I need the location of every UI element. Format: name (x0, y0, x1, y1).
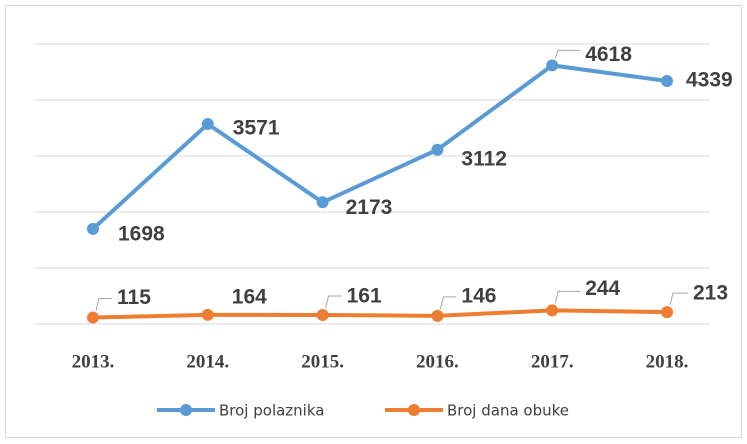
data-label: 1698 (118, 222, 165, 245)
data-label: 3571 (233, 117, 280, 140)
point (546, 59, 559, 72)
legend-label: Broj dana obuke (447, 402, 569, 420)
leader-line (554, 290, 581, 304)
data-label: 115 (117, 286, 151, 309)
point (546, 304, 559, 317)
series-line (91, 308, 669, 320)
point (431, 143, 444, 156)
x-tick-label: 2014. (186, 351, 229, 372)
point (316, 196, 329, 209)
x-tick-label: 2017. (531, 351, 574, 372)
data-label: 4618 (585, 43, 632, 66)
x-tick-label: 2013. (72, 351, 115, 372)
data-label: 4339 (686, 69, 733, 92)
data-label: 213 (693, 282, 728, 305)
point (201, 308, 214, 321)
x-tick-label: 2016. (416, 351, 459, 372)
data-label: 244 (585, 277, 620, 300)
leader-line (669, 292, 688, 306)
data-label: 146 (461, 284, 496, 307)
leader-line (95, 298, 112, 311)
x-tick-label: 2018. (646, 351, 689, 372)
data-label: 2173 (346, 196, 393, 219)
x-tick-label: 2015. (301, 351, 344, 372)
leader-line (554, 49, 581, 59)
point (431, 309, 444, 322)
leader-line (439, 296, 457, 309)
leader-line (325, 295, 342, 309)
series-line (91, 63, 669, 231)
legend-label: Broj polaznika (219, 402, 324, 420)
point (661, 75, 673, 88)
data-label: 164 (232, 285, 267, 308)
legend-marker (180, 404, 192, 416)
data-label: 161 (347, 285, 382, 308)
data-label: 3112 (461, 147, 507, 170)
point (87, 311, 99, 324)
point (316, 308, 329, 321)
chart-border (5, 5, 742, 438)
legend-marker (408, 404, 420, 416)
point (87, 222, 99, 235)
point (661, 306, 673, 319)
point (201, 118, 214, 131)
